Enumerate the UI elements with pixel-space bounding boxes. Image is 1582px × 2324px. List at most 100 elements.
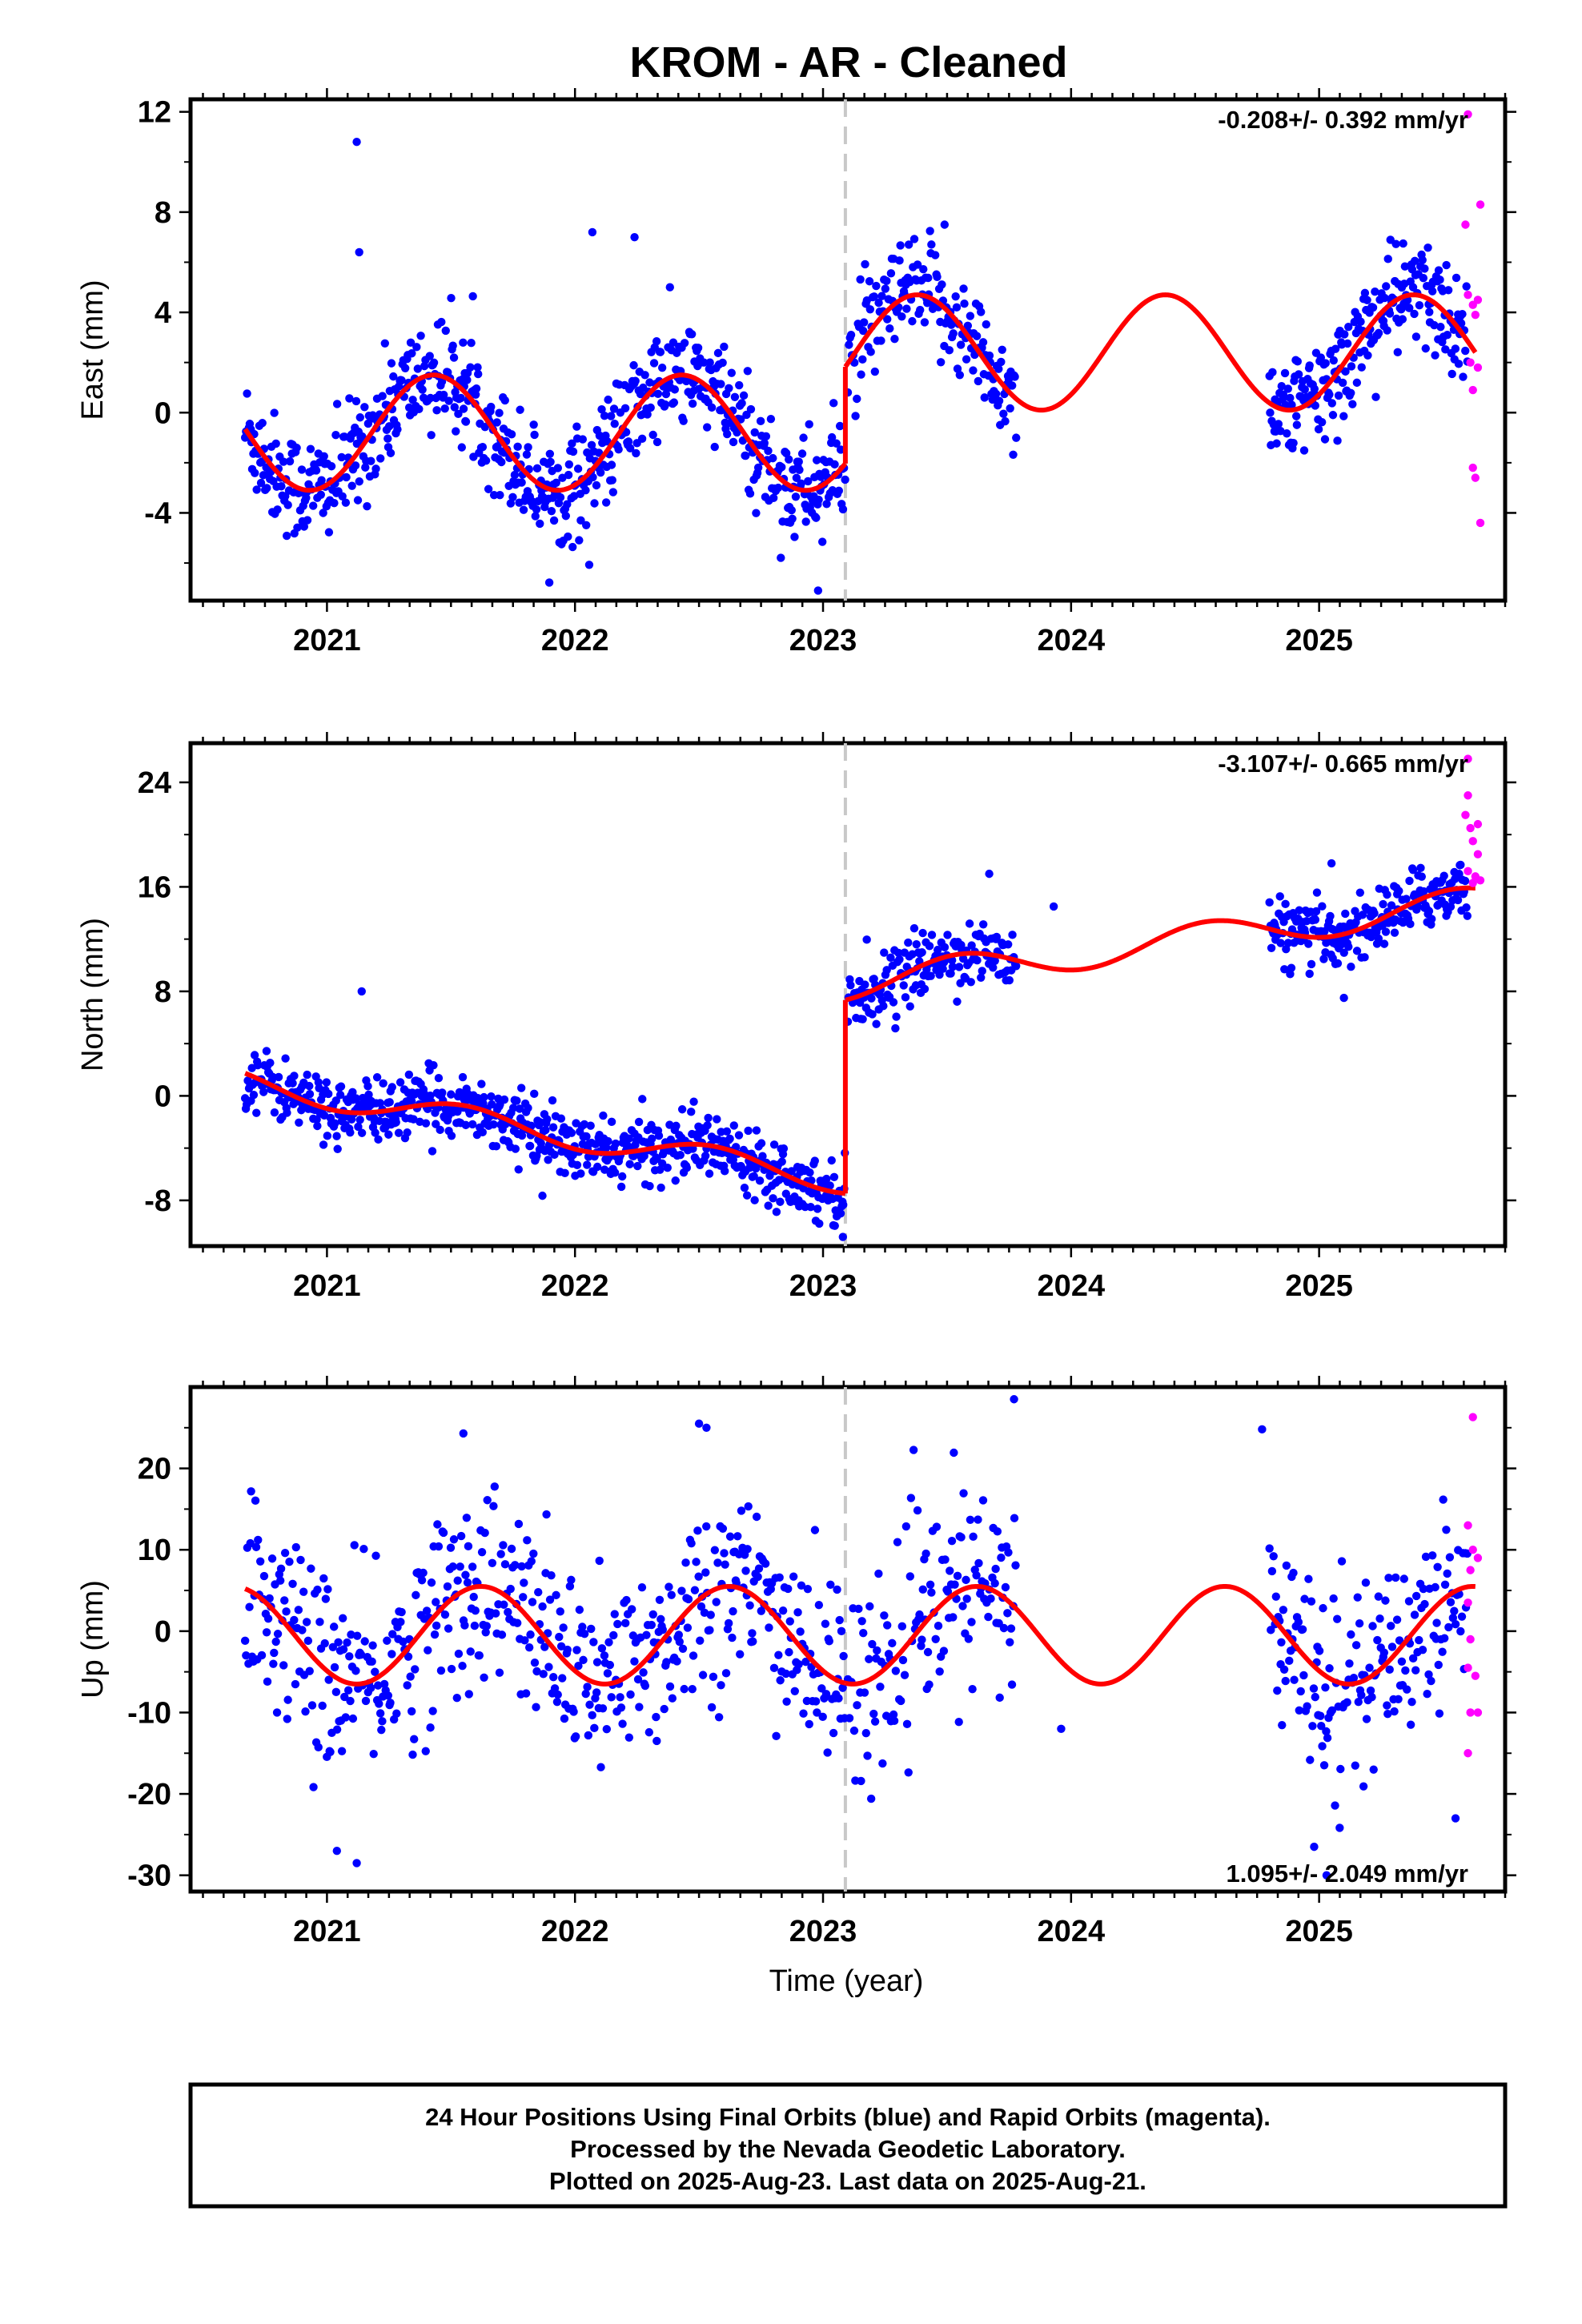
up-final-point [523,1536,532,1545]
up-final-point [489,1502,498,1510]
up-final-point [1403,1685,1411,1694]
east-final-point [406,338,416,347]
east-final-point [665,283,674,292]
east-final-point [773,483,783,493]
east-final-point [688,399,697,408]
up-final-point [301,1707,310,1716]
east-final-point [306,444,315,453]
east-final-point [846,330,856,340]
east-final-point [400,364,410,372]
east-final-point [962,355,971,364]
east-final-point [513,442,522,452]
north-final-point [1280,965,1289,974]
east-final-point [466,363,475,372]
north-xtick-label: 2021 [293,1269,361,1303]
up-final-point [247,1487,255,1496]
east-final-point [632,448,640,458]
up-final-point [326,1747,335,1756]
north-final-point [1267,943,1276,952]
up-final-point [307,1701,317,1710]
east-final-point [669,338,678,347]
north-final-point [752,1126,761,1135]
up-final-point [1290,1675,1299,1684]
up-final-point [294,1606,303,1614]
up-final-point [702,1522,711,1531]
up-final-point [878,1759,887,1768]
east-final-point [384,422,394,431]
east-final-point [812,513,821,522]
north-final-point [429,1060,438,1070]
up-final-point [1361,1578,1371,1587]
east-final-point [764,446,773,456]
up-final-point [765,1623,773,1632]
north-final-point [846,981,855,990]
east-final-point [500,396,509,405]
east-final-point [861,259,869,269]
north-final-point [638,1095,647,1104]
up-final-point [1327,1706,1336,1715]
north-final-point [391,1118,400,1127]
up-final-point [1434,1660,1443,1670]
north-xtick-label: 2025 [1285,1269,1353,1303]
north-final-point [525,1141,535,1151]
up-final-point [1424,1670,1433,1679]
east-final-point [788,514,797,523]
up-final-point [891,1667,901,1675]
east-final-point [963,321,973,330]
up-final-point [1282,1561,1291,1570]
north-final-point [891,1023,900,1033]
up-final-point [1448,1614,1458,1622]
up-ytick-label: 10 [138,1534,171,1567]
north-final-point [578,1140,588,1148]
north-final-point [810,1156,819,1165]
up-final-point [838,1683,847,1692]
up-final-point [1355,1619,1364,1628]
east-xtick-label: 2021 [293,624,361,657]
up-final-point [999,1623,1009,1633]
up-final-point [338,1614,347,1622]
east-final-point [595,431,604,440]
east-final-point [440,404,449,413]
east-final-point [429,358,439,368]
up-final-point [752,1512,761,1522]
footer-line-2: Processed by the Nevada Geodetic Laborat… [570,2135,1126,2163]
up-final-point [553,1690,562,1699]
up-final-point [893,1538,902,1546]
east-final-point [673,348,681,357]
north-final-point [838,1232,848,1241]
east-final-point [923,299,932,308]
east-final-point [355,413,364,422]
north-final-point [764,1201,773,1210]
up-final-point [283,1715,291,1723]
up-final-point [837,1626,846,1636]
up-final-point [984,1612,993,1622]
up-final-point [1439,1495,1447,1504]
east-final-point [530,430,539,440]
east-final-point [609,404,619,413]
east-final-point [371,464,380,473]
up-final-point [774,1651,783,1659]
east-final-point [890,335,899,344]
east-final-point [351,461,360,470]
up-rapid-point [1468,1413,1477,1421]
up-final-point [834,1694,843,1703]
up-final-point [240,1636,250,1646]
east-ytick-label: 0 [155,396,171,430]
up-final-point [302,1618,311,1626]
east-final-point [913,260,922,269]
up-final-point [371,1551,380,1560]
east-final-point [752,509,761,517]
east-final-point [1382,282,1391,291]
east-frame [188,97,1508,603]
up-ytick-label: 20 [138,1453,171,1486]
up-final-point [1375,1614,1384,1623]
east-final-point [646,403,655,412]
east-final-point [303,516,312,525]
north-final-point [825,1181,834,1190]
up-final-point [379,1679,389,1689]
up-final-point [706,1610,715,1619]
east-final-point [661,400,670,409]
up-final-point [283,1695,292,1704]
east-final-point [282,531,291,541]
